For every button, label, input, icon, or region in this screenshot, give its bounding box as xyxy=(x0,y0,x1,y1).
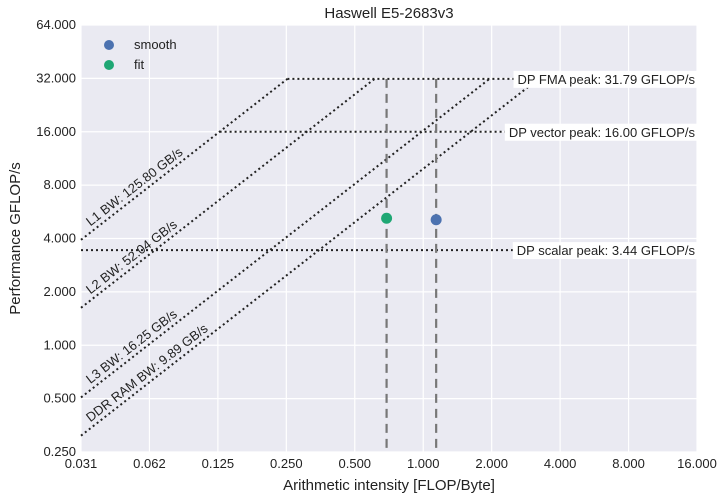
x-tick-label: 1.000 xyxy=(407,456,440,471)
intensity-markers xyxy=(385,78,438,452)
x-tick-label: 8.000 xyxy=(612,456,645,471)
bandwidth-line xyxy=(80,78,491,399)
y-tick-label: 0.500 xyxy=(43,391,76,406)
y-tick-label: 8.000 xyxy=(43,177,76,192)
bandwidth-line xyxy=(80,78,376,309)
legend-marker xyxy=(104,60,114,70)
y-tick-labels: 0.250 0.500 1.000 2.000 4.000 8.000 16.000 32.0… xyxy=(36,17,76,459)
y-tick-label: 64.000 xyxy=(36,17,76,32)
x-tick-label: 0.062 xyxy=(133,456,166,471)
y-tick-label: 4.000 xyxy=(43,231,76,246)
data-point-smooth xyxy=(430,214,442,226)
x-tick-labels: 0.031 0.062 0.125 0.250 0.500 1.000 2.000 4.000… xyxy=(65,456,717,471)
legend-marker xyxy=(104,40,114,50)
peak-label: DP vector peak: 16.00 GFLOP/s xyxy=(509,125,696,140)
x-tick-label: 0.125 xyxy=(202,456,235,471)
y-tick-label: 32.000 xyxy=(36,70,76,85)
data-points xyxy=(381,212,442,226)
y-tick-label: 2.000 xyxy=(43,284,76,299)
x-tick-label: 4.000 xyxy=(544,456,577,471)
peak-annotation: DP vector peak: 16.00 GFLOP/s xyxy=(504,123,700,141)
gridlines xyxy=(80,24,698,453)
legend-label: smooth xyxy=(134,37,177,52)
bandwidth-line xyxy=(80,78,540,437)
y-tick-label: 0.250 xyxy=(43,444,76,459)
peak-annotation: DP FMA peak: 31.79 GFLOP/s xyxy=(513,70,700,88)
peak-label: DP scalar peak: 3.44 GFLOP/s xyxy=(517,243,696,258)
legend: smooth fit xyxy=(104,37,177,72)
y-axis-label: Performance GFLOP/s xyxy=(7,162,24,315)
peak-label-box xyxy=(513,70,700,88)
peak-label: DP FMA peak: 31.79 GFLOP/s xyxy=(517,72,695,87)
peak-annotation: DP scalar peak: 3.44 GFLOP/s xyxy=(512,242,700,260)
x-tick-label: 0.500 xyxy=(339,456,372,471)
peak-label-box xyxy=(504,123,700,141)
x-tick-label: 0.250 xyxy=(270,456,303,471)
x-axis-label: Arithmetic intensity [FLOP/Byte] xyxy=(283,477,495,494)
x-tick-label: 16.000 xyxy=(677,456,717,471)
chart-title: Haswell E5-2683v3 xyxy=(324,5,453,22)
legend-label: fit xyxy=(134,57,145,72)
bandwidth-line xyxy=(80,78,289,241)
x-tick-label: 2.000 xyxy=(475,456,508,471)
y-tick-label: 16.000 xyxy=(36,124,76,139)
data-point-fit xyxy=(381,212,393,224)
peak-label-box xyxy=(512,242,700,260)
x-tick-label: 0.031 xyxy=(65,456,98,471)
y-tick-label: 1.000 xyxy=(43,337,76,352)
